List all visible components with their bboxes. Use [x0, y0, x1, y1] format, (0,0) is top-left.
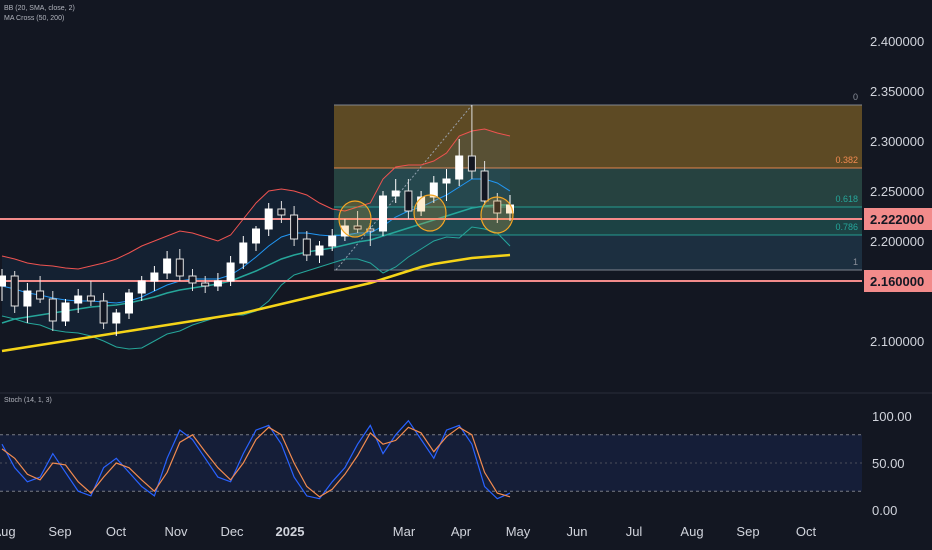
x-tick-label: Aug	[0, 524, 16, 539]
candle-body	[239, 242, 248, 264]
x-tick-label: Mar	[393, 524, 416, 539]
fib-zone-0	[334, 105, 862, 168]
candle-body	[480, 170, 489, 202]
candle-body	[137, 280, 146, 294]
candle-body	[379, 195, 387, 232]
price-label-box-1	[864, 270, 932, 292]
candle-body	[252, 228, 260, 244]
highlight-circle-0	[338, 200, 372, 238]
price-label-1: 2.160000	[870, 274, 924, 289]
x-tick-label: May	[506, 524, 531, 539]
candle-body	[290, 214, 299, 240]
y-tick-label: 2.300000	[870, 134, 924, 149]
candle-body	[188, 275, 197, 284]
stoch-y-tick: 50.00	[872, 456, 905, 471]
x-tick-label: Jul	[626, 524, 643, 539]
price-pane[interactable]: 0 0.382 0.618 0.786 1 2.400000 2.350000 2.30000…	[0, 34, 932, 394]
candle-body	[175, 258, 184, 277]
highlight-circle-2	[480, 196, 514, 234]
candle-body	[442, 178, 451, 184]
candle-body	[74, 295, 83, 304]
bb-basis-line	[1, 178, 511, 304]
fib-label-0.618: 0.618	[835, 194, 858, 204]
candle-body	[0, 275, 6, 287]
stoch-line-1	[1, 426, 511, 498]
stoch-y-tick: 0.00	[872, 503, 897, 518]
x-tick-label: Aug	[680, 524, 703, 539]
x-tick-label: Oct	[796, 524, 817, 539]
candle-body	[61, 302, 70, 322]
candle-body	[226, 262, 235, 282]
price-label-0: 2.222000	[870, 212, 924, 227]
bb-upper-line	[1, 128, 511, 270]
fib-zone-0.618	[334, 207, 862, 235]
candle-body	[201, 282, 210, 287]
x-tick-label: Dec	[220, 524, 244, 539]
time-axis[interactable]: Aug Sep Oct Nov Dec 2025 Mar Apr May Jun Jul Aug Sep…	[0, 524, 816, 539]
y-tick-label: 2.100000	[870, 334, 924, 349]
candle-body	[366, 228, 375, 232]
candle-body	[86, 295, 95, 302]
candle-body	[277, 208, 286, 216]
x-tick-label: Jun	[567, 524, 588, 539]
fib-label-0.382: 0.382	[835, 155, 858, 165]
candle-body	[328, 235, 337, 247]
ma50-line	[1, 204, 510, 324]
candle-body	[493, 200, 502, 214]
candle-body	[99, 300, 108, 324]
candle-body	[112, 312, 121, 324]
stoch-line-0	[1, 419, 511, 500]
x-tick-label: Nov	[164, 524, 188, 539]
candle-body	[23, 290, 32, 307]
x-tick-label: Apr	[451, 524, 472, 539]
candle-body	[163, 258, 172, 274]
candle-body	[48, 298, 57, 322]
stoch-indicator-label[interactable]: Stoch (14, 1, 3)	[4, 397, 52, 404]
x-tick-label: Sep	[736, 524, 759, 539]
x-tick-label: Sep	[48, 524, 71, 539]
ma200-line	[1, 253, 511, 353]
highlight-circle-1	[413, 194, 447, 232]
fib-label-1: 1	[853, 257, 858, 267]
fib-label-0: 0	[853, 92, 858, 102]
candle-body	[340, 225, 349, 237]
candle-body	[36, 290, 45, 300]
candle-body	[353, 225, 362, 230]
candle-body	[302, 238, 311, 256]
candle-body	[150, 272, 159, 282]
y-tick-label: 2.400000	[870, 34, 924, 49]
candle-body	[404, 190, 413, 212]
candle-body	[417, 196, 426, 212]
candle-body	[455, 155, 464, 180]
y-tick-label: 2.250000	[870, 184, 924, 199]
candle-body	[264, 208, 273, 230]
x-tick-label: 2025	[276, 524, 305, 539]
candle-body	[315, 245, 324, 256]
ma-cross-indicator-label[interactable]: MA Cross (50, 200)	[4, 15, 65, 22]
candle-body	[467, 155, 476, 172]
candle-body	[213, 280, 222, 287]
stochastic-pane[interactable]: 100.00 50.00 0.00	[0, 409, 912, 518]
y-tick-label: 2.350000	[870, 84, 924, 99]
bb-indicator-label[interactable]: BB (20, SMA, close, 2)	[4, 5, 75, 12]
candle-body	[10, 275, 19, 307]
stoch-y-tick: 100.00	[872, 409, 912, 424]
candle-body	[391, 190, 400, 197]
fib-label-0.786: 0.786	[835, 222, 858, 232]
candle-body	[429, 182, 438, 198]
fib-zone-0.786	[334, 235, 862, 270]
x-tick-label: Oct	[106, 524, 127, 539]
price-label-box-0	[864, 208, 932, 230]
y-tick-label: 2.200000	[870, 234, 924, 249]
candle-body	[125, 292, 133, 314]
